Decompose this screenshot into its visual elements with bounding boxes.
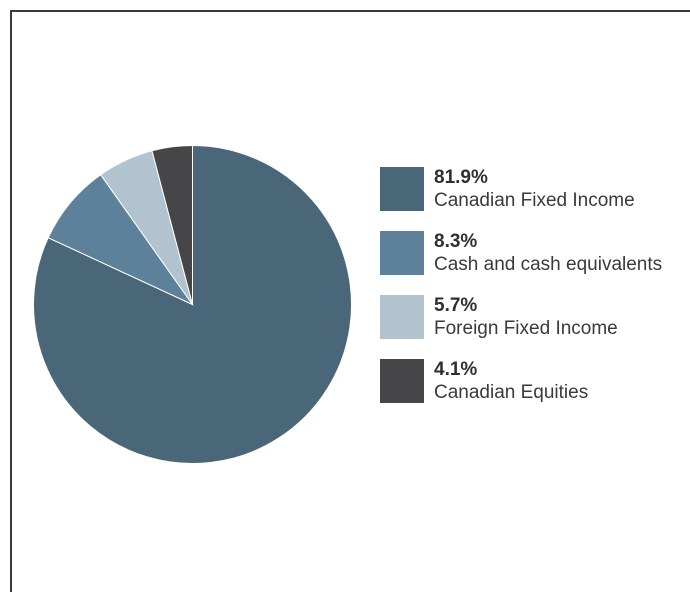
legend-value: 5.7%: [434, 295, 478, 316]
legend-value: 81.9%: [434, 167, 488, 188]
legend-label: Canadian Equities: [434, 382, 589, 403]
pie-chart: [33, 144, 352, 464]
legend-label: Canadian Fixed Income: [434, 190, 635, 211]
legend-value: 4.1%: [434, 359, 478, 380]
legend-value: 8.3%: [434, 231, 478, 252]
legend-swatch: [380, 295, 424, 339]
legend-swatch: [380, 231, 424, 275]
chart-frame: [10, 10, 690, 592]
legend-swatch: [380, 359, 424, 403]
legend-swatch: [380, 167, 424, 211]
legend-label: Foreign Fixed Income: [434, 318, 618, 339]
legend-label: Cash and cash equivalents: [434, 254, 663, 275]
pie-slice-canadian-equities: [151, 144, 193, 305]
